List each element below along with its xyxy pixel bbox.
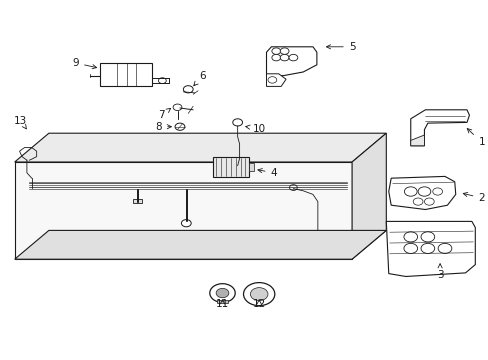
Bar	[212, 157, 249, 177]
Text: 10: 10	[245, 123, 265, 134]
Circle shape	[173, 104, 182, 111]
Circle shape	[232, 119, 242, 126]
Circle shape	[280, 48, 288, 54]
Polygon shape	[410, 135, 424, 146]
Text: 11: 11	[215, 299, 229, 309]
Circle shape	[271, 48, 280, 54]
Circle shape	[183, 86, 193, 93]
Circle shape	[424, 198, 433, 205]
Circle shape	[432, 188, 442, 195]
Text: 12: 12	[252, 299, 265, 309]
Text: 7: 7	[158, 108, 170, 120]
Circle shape	[267, 77, 276, 83]
Circle shape	[403, 232, 417, 242]
Circle shape	[412, 198, 422, 205]
Circle shape	[181, 220, 191, 227]
Text: 8: 8	[155, 122, 171, 132]
Bar	[133, 199, 142, 203]
Polygon shape	[15, 133, 386, 162]
Circle shape	[271, 54, 280, 61]
Circle shape	[280, 54, 288, 61]
Text: 6: 6	[193, 71, 206, 86]
Circle shape	[404, 187, 416, 196]
Polygon shape	[388, 176, 455, 210]
Circle shape	[420, 243, 434, 253]
Circle shape	[288, 54, 297, 61]
Polygon shape	[266, 47, 316, 76]
Circle shape	[403, 243, 417, 253]
Bar	[100, 63, 151, 86]
Circle shape	[175, 123, 184, 130]
Polygon shape	[266, 74, 285, 86]
Polygon shape	[15, 162, 351, 259]
Circle shape	[216, 288, 228, 298]
Text: 1: 1	[467, 129, 484, 147]
Bar	[217, 300, 227, 303]
Text: 3: 3	[436, 264, 443, 280]
Circle shape	[209, 284, 235, 302]
Polygon shape	[410, 110, 468, 146]
Bar	[249, 163, 254, 171]
Circle shape	[437, 243, 451, 253]
Circle shape	[289, 185, 297, 190]
Text: 2: 2	[462, 193, 484, 203]
Circle shape	[417, 187, 430, 196]
Circle shape	[420, 232, 434, 242]
Text: 9: 9	[72, 58, 97, 69]
Polygon shape	[351, 133, 386, 259]
Polygon shape	[15, 230, 386, 259]
Circle shape	[158, 78, 166, 84]
Text: 13: 13	[14, 116, 27, 129]
Polygon shape	[386, 221, 474, 276]
Circle shape	[243, 283, 274, 306]
Text: 5: 5	[326, 42, 355, 52]
Circle shape	[250, 288, 267, 301]
Text: 4: 4	[257, 168, 277, 178]
